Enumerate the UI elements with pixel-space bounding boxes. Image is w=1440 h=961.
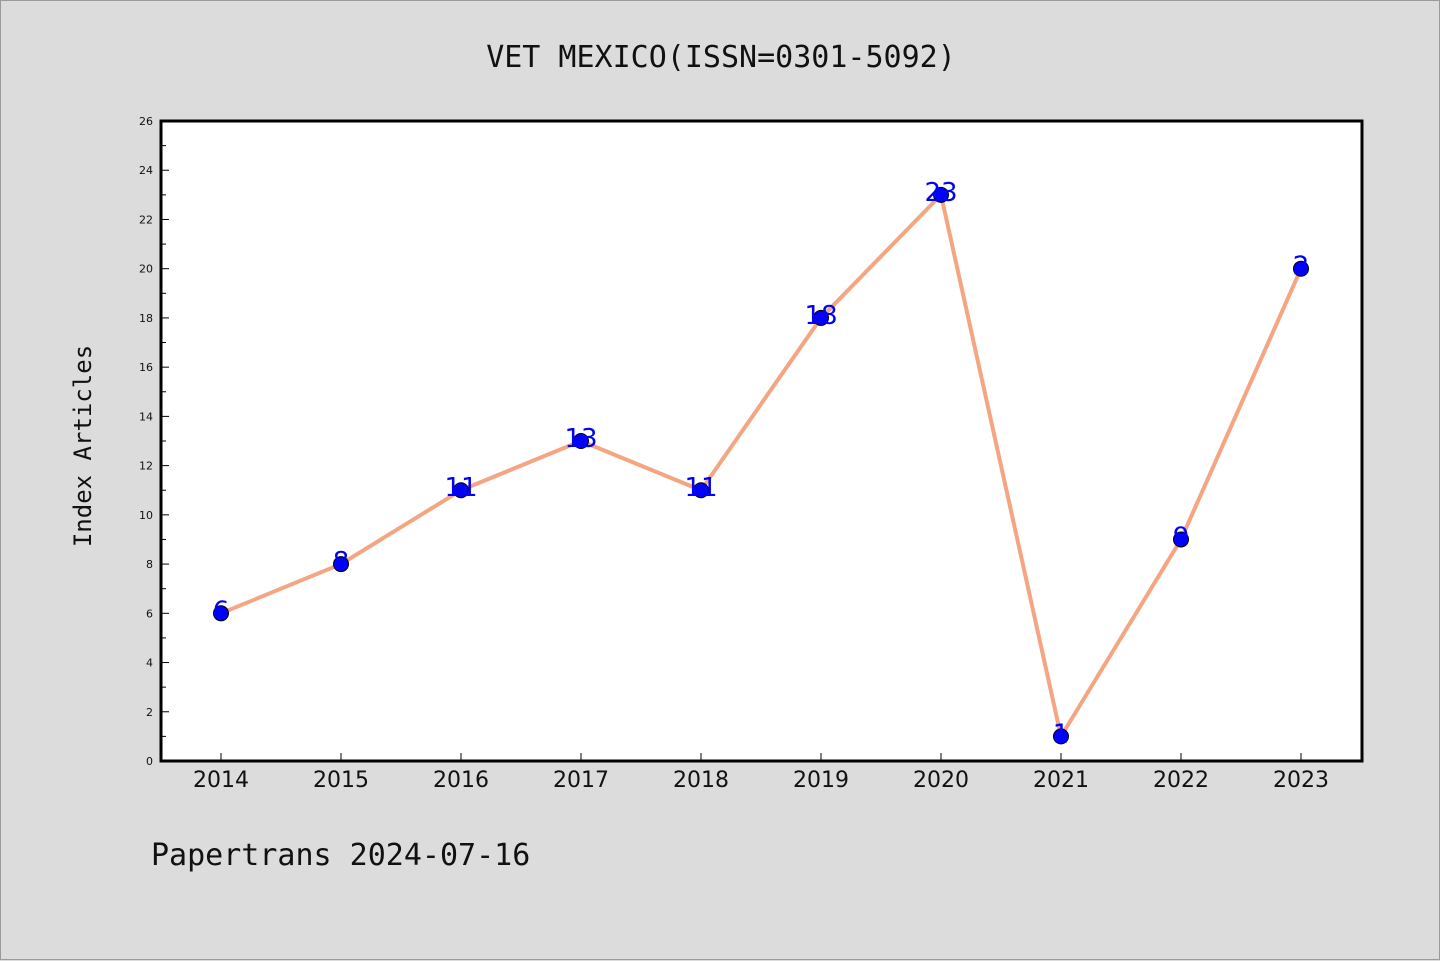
x-tick-label: 2020 — [913, 768, 969, 793]
data-label: 13 — [564, 424, 597, 454]
data-label: 1 — [1053, 719, 1070, 749]
x-tick-label: 2018 — [673, 768, 729, 793]
y-tick-label: 10 — [139, 509, 153, 522]
plot-area — [159, 119, 1364, 763]
data-point — [453, 482, 469, 499]
x-tick-label: 2019 — [793, 768, 849, 793]
data-point — [1293, 260, 1309, 277]
y-tick-label: 18 — [139, 312, 153, 325]
y-axis-label: Index Articles — [69, 345, 97, 547]
data-label: 11 — [684, 473, 717, 503]
data-label: 9 — [1173, 522, 1190, 552]
y-tick-label: 26 — [139, 115, 153, 128]
y-tick-label: 24 — [139, 164, 153, 177]
y-tick-label: 16 — [139, 361, 153, 374]
y-tick-label: 8 — [146, 558, 153, 571]
y-tick-label: 12 — [139, 460, 153, 473]
x-tick-label: 2014 — [193, 768, 249, 793]
data-label: 6 — [213, 596, 230, 626]
y-tick-label: 0 — [146, 755, 153, 768]
data-label: 18 — [804, 301, 837, 331]
data-point — [933, 186, 949, 203]
y-tick-label: 14 — [139, 410, 153, 423]
data-point — [813, 309, 829, 326]
x-tick-label: 2017 — [553, 768, 609, 793]
data-label: 8 — [333, 547, 350, 577]
data-point — [333, 556, 349, 573]
data-point — [1173, 531, 1189, 548]
x-tick-label: 2015 — [313, 768, 369, 793]
data-point — [573, 433, 589, 449]
x-tick-label: 2022 — [1153, 768, 1209, 793]
series-line — [220, 192, 1303, 739]
data-label: 11 — [444, 473, 477, 503]
series-layer: 6 8 11 13 11 18 23 1 9 2 — [213, 178, 1310, 750]
y-tick-label: 4 — [146, 657, 153, 670]
chart-title: VET MEXICO(ISSN=0301-5092) — [486, 40, 956, 75]
y-tick-label: 6 — [146, 607, 153, 620]
y-tick-label: 2 — [146, 706, 153, 719]
footer-text: Papertrans 2024-07-16 — [151, 838, 530, 873]
y-tick-label: 20 — [139, 263, 153, 276]
data-point — [693, 482, 709, 499]
x-axis: 2014 2015 2016 2017 2018 2019 2020 2021 2022 2023 — [193, 753, 1329, 793]
x-tick-label: 2021 — [1033, 768, 1089, 793]
data-label: 2 — [1293, 252, 1310, 282]
x-tick-label: 2023 — [1273, 768, 1329, 793]
data-label: 23 — [924, 178, 957, 208]
data-point — [1053, 728, 1069, 745]
data-point — [213, 605, 229, 622]
y-tick-label: 22 — [139, 213, 153, 226]
x-tick-label: 2016 — [433, 768, 489, 793]
